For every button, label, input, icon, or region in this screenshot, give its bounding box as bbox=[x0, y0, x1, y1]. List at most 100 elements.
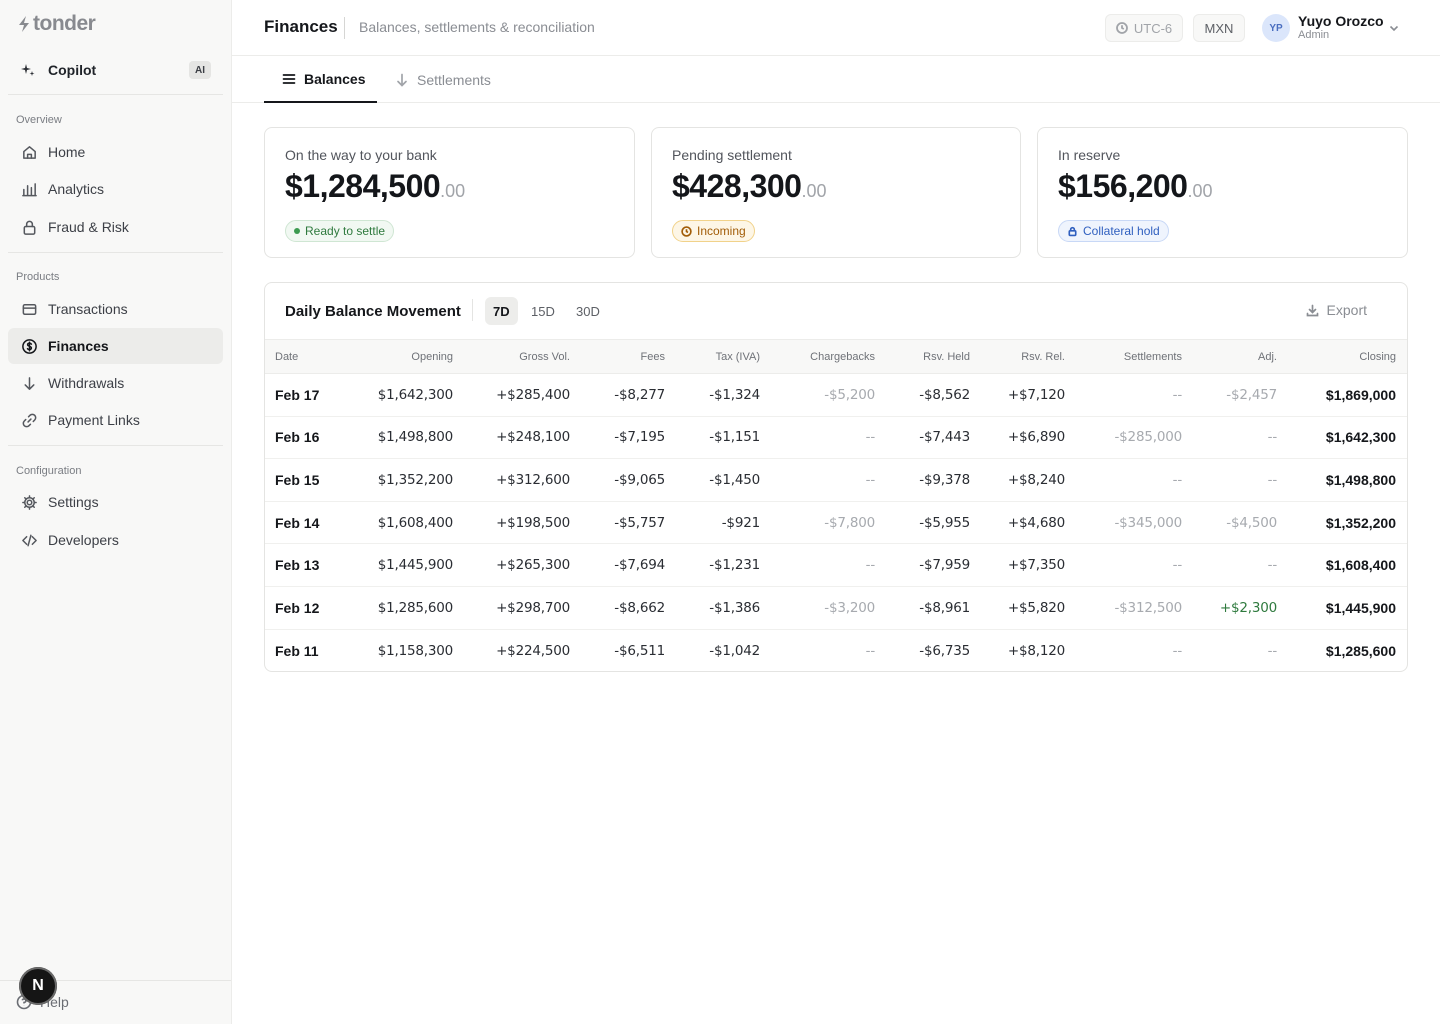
sidebar-item-label: Settings bbox=[48, 494, 99, 510]
table-row[interactable]: Feb 11 $1,158,300 +$224,500 -$6,511 -$1,042 -… bbox=[265, 629, 1407, 671]
timezone-value: UTC-6 bbox=[1133, 20, 1173, 36]
table-row[interactable]: Feb 16 $1,498,800 +$248,100 -$7,195 -$1,151 -… bbox=[265, 416, 1407, 459]
sidebar-item-payment-links[interactable]: Payment Links bbox=[8, 402, 223, 438]
code-icon bbox=[20, 531, 38, 549]
divider bbox=[8, 445, 223, 446]
balance-table: Date Opening Gross Vol. Fees Tax (IVA) C… bbox=[265, 339, 1407, 671]
link-icon bbox=[20, 411, 38, 429]
table-cell: -$5,955 bbox=[919, 514, 970, 531]
sidebar-item-label: Withdrawals bbox=[48, 375, 125, 391]
table-cell: -$2,457 bbox=[1226, 386, 1277, 403]
currency-selector[interactable]: MXN bbox=[1193, 14, 1245, 42]
closing-cell: $1,642,300 bbox=[1325, 429, 1396, 446]
daily-balance-panel: Daily Balance Movement 7D 15D 30D Export… bbox=[264, 282, 1408, 672]
table-cell: -$8,961 bbox=[919, 599, 970, 616]
chevron-down-icon[interactable] bbox=[1387, 21, 1401, 35]
column-header[interactable]: Rsv. Rel. bbox=[1021, 350, 1065, 363]
tonder-logo[interactable]: tonder bbox=[17, 12, 96, 36]
column-header[interactable]: Opening bbox=[411, 350, 453, 363]
table-cell: -$1,386 bbox=[709, 599, 760, 616]
column-header[interactable]: Fees bbox=[640, 350, 665, 363]
lock-icon bbox=[1068, 226, 1077, 236]
lock-icon bbox=[20, 218, 38, 236]
sidebar-item-transactions[interactable]: Transactions bbox=[8, 291, 223, 327]
table-cell: +$8,120 bbox=[1007, 642, 1065, 659]
table-cell: +$312,600 bbox=[496, 471, 570, 488]
table-cell: +$4,680 bbox=[1007, 514, 1065, 531]
table-row[interactable]: Feb 17 $1,642,300 +$285,400 -$8,277 -$1,324 -… bbox=[265, 374, 1407, 417]
card-amount: $428,300.00 bbox=[672, 168, 827, 204]
sidebar-item-label: Payment Links bbox=[48, 412, 140, 428]
user-avatar[interactable]: YP bbox=[1262, 14, 1290, 42]
sidebar-item-developers[interactable]: Developers bbox=[8, 522, 223, 558]
table-cell: -- bbox=[1267, 471, 1278, 488]
dollar-circle-icon bbox=[20, 337, 38, 355]
table-row[interactable]: Feb 13 $1,445,900 +$265,300 -$7,694 -$1,231 -… bbox=[265, 544, 1407, 587]
sidebar-item-label: Transactions bbox=[48, 301, 128, 317]
tab-label: Settlements bbox=[417, 71, 491, 88]
ai-badge: AI bbox=[189, 61, 211, 79]
column-header[interactable]: Rsv. Held bbox=[923, 350, 970, 363]
table-cell: +$198,500 bbox=[496, 514, 570, 531]
user-role: Admin bbox=[1298, 29, 1330, 41]
table-cell: -$7,800 bbox=[824, 514, 875, 531]
table-cell: +$6,890 bbox=[1007, 429, 1065, 446]
sidebar-item-analytics[interactable]: Analytics bbox=[8, 171, 223, 207]
column-header[interactable]: Closing bbox=[1359, 350, 1396, 363]
tab-balances[interactable]: Balances bbox=[264, 56, 377, 103]
divider bbox=[8, 252, 223, 253]
column-header[interactable]: Tax (IVA) bbox=[715, 350, 760, 363]
sidebar-item-label: Analytics bbox=[48, 181, 105, 197]
range-30d-button[interactable]: 30D bbox=[576, 303, 600, 319]
table-cell: -- bbox=[865, 429, 876, 446]
sidebar-item-label: Developers bbox=[48, 532, 119, 548]
panel-title: Daily Balance Movement bbox=[285, 303, 461, 320]
column-header[interactable]: Gross Vol. bbox=[519, 350, 570, 363]
user-name[interactable]: Yuyo Orozco bbox=[1298, 13, 1384, 29]
table-cell: +$8,240 bbox=[1007, 471, 1065, 488]
column-header[interactable]: Date bbox=[275, 350, 299, 363]
tab-settlements[interactable]: Settlements bbox=[395, 56, 491, 103]
table-cell: -$7,959 bbox=[919, 557, 970, 574]
table-cell: -$1,324 bbox=[709, 386, 760, 403]
table-cell: $1,642,300 bbox=[377, 386, 453, 403]
sidebar-item-withdrawals[interactable]: Withdrawals bbox=[8, 365, 223, 401]
range-7d-button[interactable]: 7D bbox=[485, 297, 518, 325]
timezone-selector[interactable]: UTC-6 bbox=[1105, 14, 1183, 42]
sidebar-item-fraud-risk[interactable]: Fraud & Risk bbox=[8, 209, 223, 245]
top-header: Finances Balances, settlements & reconci… bbox=[232, 0, 1440, 56]
sidebar-item-label: Home bbox=[48, 144, 86, 160]
table-cell: -- bbox=[1267, 642, 1278, 659]
copilot-button[interactable]: Copilot AI bbox=[8, 52, 223, 88]
divider bbox=[8, 94, 223, 95]
table-row[interactable]: Feb 12 $1,285,600 +$298,700 -$8,662 -$1,386 -… bbox=[265, 586, 1407, 630]
table-cell: -$9,378 bbox=[919, 471, 970, 488]
date-cell: Feb 11 bbox=[275, 642, 319, 659]
table-cell: -$7,694 bbox=[614, 557, 665, 574]
sidebar-item-home[interactable]: Home bbox=[8, 134, 223, 170]
sidebar-item-label: Fraud & Risk bbox=[48, 219, 129, 235]
column-header[interactable]: Chargebacks bbox=[810, 350, 875, 363]
column-header[interactable]: Settlements bbox=[1123, 350, 1182, 363]
table-cell: -- bbox=[865, 557, 876, 574]
list-icon bbox=[282, 73, 296, 84]
balance-card-reserve: In reserve $156,200.00 Collateral hold bbox=[1037, 127, 1408, 258]
table-row[interactable]: Feb 15 $1,352,200 +$312,600 -$9,065 -$1,450 -… bbox=[265, 459, 1407, 502]
table-cell: -- bbox=[1172, 642, 1183, 659]
table-cell: -$8,277 bbox=[614, 386, 665, 403]
range-15d-button[interactable]: 15D bbox=[531, 303, 555, 319]
table-cell: -$6,735 bbox=[919, 642, 970, 659]
table-row[interactable]: Feb 14 $1,608,400 +$198,500 -$5,757 -$921 -$7… bbox=[265, 501, 1407, 544]
sidebar-item-finances[interactable]: Finances bbox=[8, 328, 223, 364]
table-cell: -$9,065 bbox=[614, 471, 665, 488]
date-cell: Feb 16 bbox=[275, 429, 320, 446]
sidebar-item-settings[interactable]: Settings bbox=[8, 484, 223, 520]
table-cell: -- bbox=[865, 471, 876, 488]
closing-cell: $1,869,000 bbox=[1325, 386, 1396, 403]
column-header[interactable]: Adj. bbox=[1258, 350, 1277, 363]
floating-avatar[interactable]: N bbox=[19, 967, 57, 1005]
bar-chart-icon bbox=[20, 180, 38, 198]
clock-icon bbox=[681, 225, 692, 237]
export-button[interactable]: Export bbox=[1306, 302, 1367, 318]
table-cell: +$7,350 bbox=[1007, 557, 1065, 574]
